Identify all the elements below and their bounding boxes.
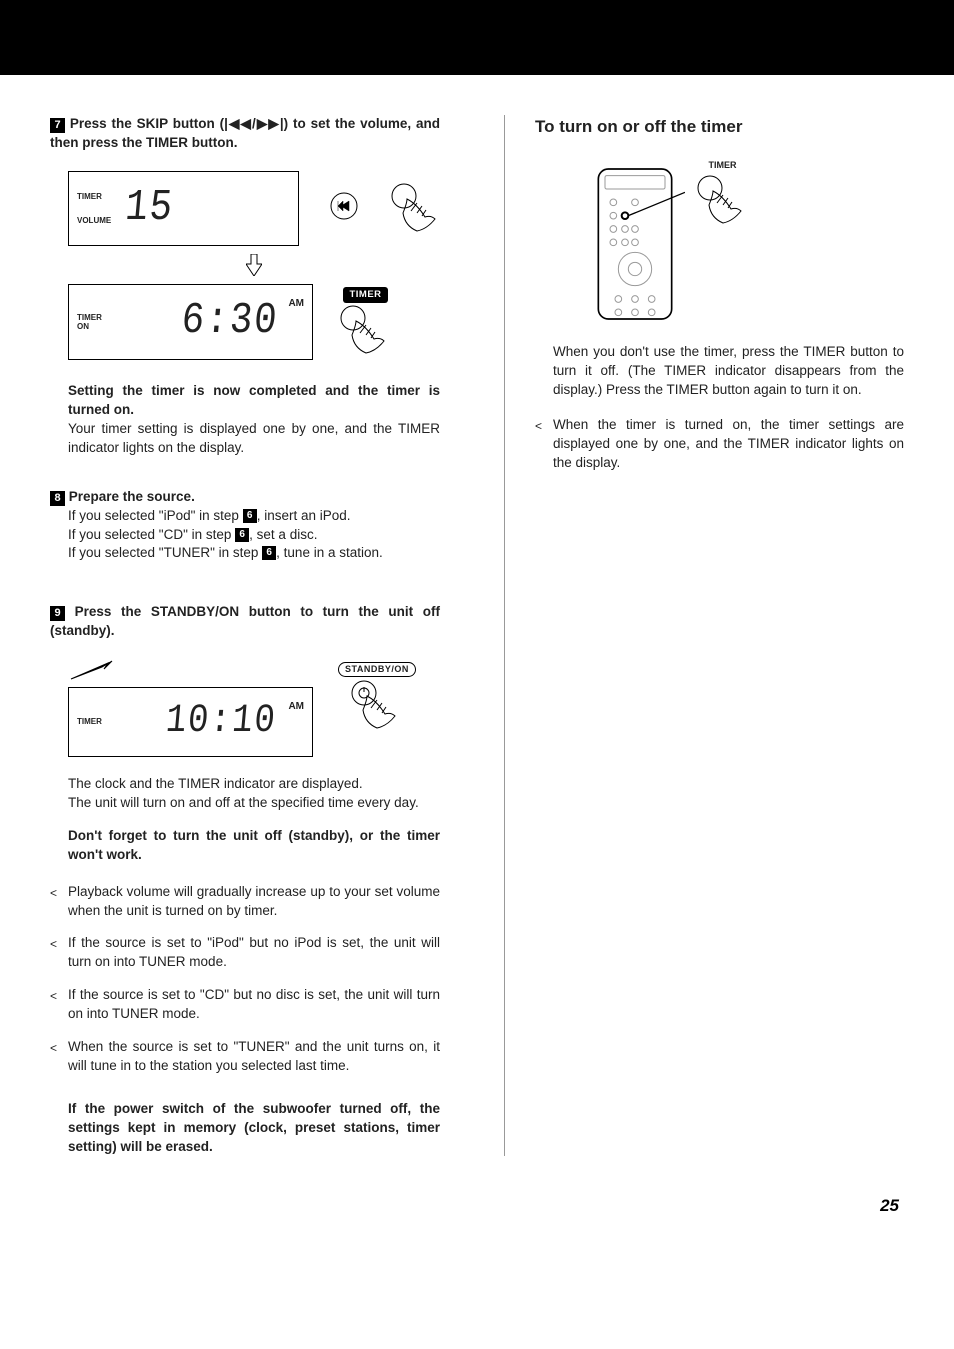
fig-step7: TIMER VOLUME 15 TIMER bbox=[68, 171, 440, 364]
fig-remote: TIMER bbox=[585, 159, 904, 326]
remote-timer-label: TIMER bbox=[695, 159, 750, 172]
skip-button-figure bbox=[329, 191, 359, 227]
right-bullet-list: When the timer is turned on, the timer s… bbox=[535, 416, 904, 473]
lcd-time-ampm: AM bbox=[288, 297, 304, 311]
bullet-4: When the source is set to "TUNER" and th… bbox=[50, 1038, 440, 1076]
right-para: When you don't use the timer, press the … bbox=[553, 343, 904, 400]
lcd-volume: TIMER VOLUME 15 bbox=[68, 171, 299, 247]
step-num-7: 7 bbox=[50, 118, 65, 133]
step-num-8: 8 bbox=[50, 491, 65, 506]
hand-press-icon bbox=[389, 181, 440, 236]
right-bullet-1: When the timer is turned on, the timer s… bbox=[535, 416, 904, 473]
left-bullet-list: Playback volume will gradually increase … bbox=[50, 883, 440, 1076]
hand-press-power-icon bbox=[349, 678, 404, 733]
lcd-clock: TIMER 10:10 AM bbox=[68, 687, 313, 757]
skip-prev-icon bbox=[329, 191, 359, 221]
step7-text: Press the SKIP button (|◀◀/▶▶|) to set t… bbox=[50, 116, 440, 150]
step9-body2: The unit will turn on and off at the spe… bbox=[68, 794, 440, 813]
step9: 9 Press the STANDBY/ON button to turn th… bbox=[50, 603, 440, 641]
down-arrow-icon bbox=[246, 254, 262, 276]
timer-indicator-arrow-icon bbox=[68, 659, 118, 689]
fig-step9: TIMER 10:10 AM STANDBY/ON bbox=[68, 659, 440, 757]
hand-press-icon bbox=[338, 303, 393, 358]
lcd-time-label2: ON bbox=[77, 322, 102, 332]
bullet-2: If the source is set to "iPod" but no iP… bbox=[50, 934, 440, 972]
left-column: 7 Press the SKIP button (|◀◀/▶▶|) to set… bbox=[50, 115, 450, 1156]
header-bar bbox=[0, 0, 954, 75]
lcd-time-value: 6:30 bbox=[179, 291, 281, 353]
page-number: 25 bbox=[0, 1196, 954, 1246]
bullet-3: If the source is set to "CD" but no disc… bbox=[50, 986, 440, 1024]
hand-press-icon bbox=[695, 173, 750, 228]
remote-icon bbox=[585, 159, 685, 326]
lcd-time-label1: TIMER bbox=[77, 313, 102, 323]
step8-title: 8 Prepare the source. bbox=[50, 488, 440, 507]
section-heading: To turn on or off the timer bbox=[535, 115, 904, 139]
lcd-time: TIMER ON 6:30 AM bbox=[68, 284, 313, 360]
step7-done-bold: Setting the timer is now completed and t… bbox=[68, 382, 440, 420]
step8-line2: If you selected "CD" in step 6, set a di… bbox=[68, 526, 440, 545]
step9-bold: Don't forget to turn the unit off (stand… bbox=[68, 827, 440, 865]
step9-text: Press the STANDBY/ON button to turn the … bbox=[50, 604, 440, 638]
standby-button-figure: STANDBY/ON bbox=[338, 659, 416, 739]
lcd-clock-label: TIMER bbox=[77, 717, 102, 727]
lcd-clock-ampm: AM bbox=[288, 700, 304, 714]
lcd-volume-label2: VOLUME bbox=[77, 216, 111, 226]
step7-done-body: Your timer setting is displayed one by o… bbox=[68, 420, 440, 458]
step-num-9: 9 bbox=[50, 606, 65, 621]
page-body: 7 Press the SKIP button (|◀◀/▶▶|) to set… bbox=[0, 75, 954, 1196]
right-column: To turn on or off the timer bbox=[504, 115, 904, 1156]
step7: 7 Press the SKIP button (|◀◀/▶▶|) to set… bbox=[50, 115, 440, 153]
final-warning: If the power switch of the subwoofer tur… bbox=[68, 1100, 440, 1157]
lcd-volume-value: 15 bbox=[123, 178, 177, 240]
step8-line1: If you selected "iPod" in step 6, insert… bbox=[68, 507, 440, 526]
lcd-clock-value: 10:10 bbox=[164, 694, 280, 750]
bullet-1: Playback volume will gradually increase … bbox=[50, 883, 440, 921]
timer-label: TIMER bbox=[343, 287, 387, 302]
step9-body1: The clock and the TIMER indicator are di… bbox=[68, 775, 440, 794]
timer-button-figure: TIMER bbox=[338, 284, 393, 364]
step8-line3: If you selected "TUNER" in step 6, tune … bbox=[68, 544, 440, 563]
standby-label: STANDBY/ON bbox=[338, 662, 416, 677]
lcd-volume-label1: TIMER bbox=[77, 192, 111, 202]
